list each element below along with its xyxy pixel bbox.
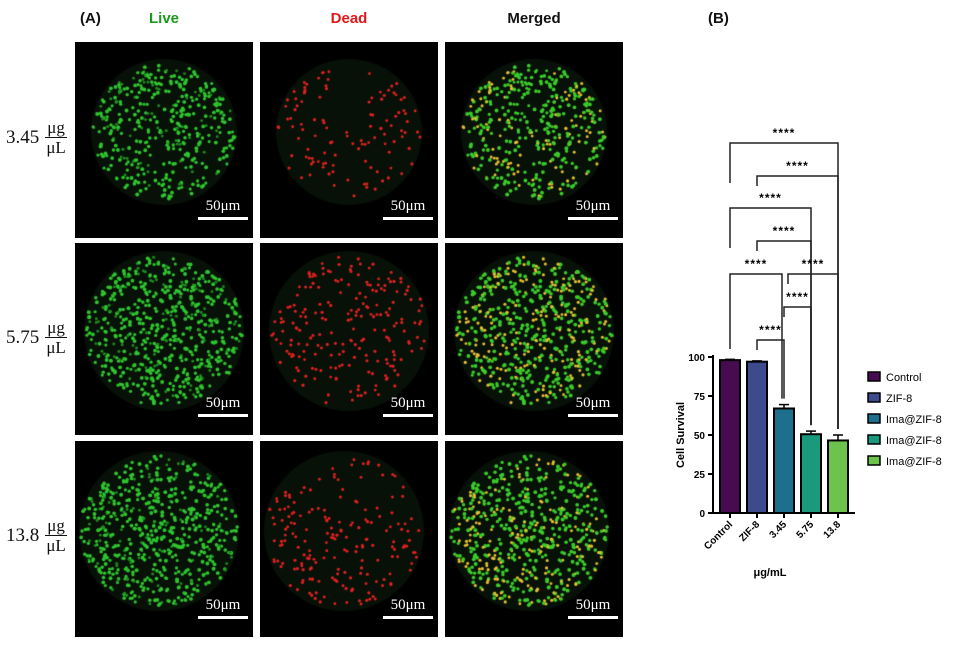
y-tick-label: 50 [694,431,706,442]
scale-bar-label: 50μm [390,395,426,411]
bar-13.8 [827,439,849,514]
legend-swatch [867,455,881,466]
legend-label: Ima@ZIF-8 [886,435,942,447]
concentration-value: 13.8 [6,524,40,546]
scale-bar: 50μm [568,597,618,619]
x-axis-label: μg/mL [753,567,786,579]
row-label-5-75: 5.75 μg μL [6,318,67,357]
panel-b-label: (B) [708,10,729,27]
y-tick-label: 0 [699,509,705,520]
column-header-dead: Dead [330,10,368,27]
scale-bar-label: 50μm [205,198,241,214]
scale-bar: 50μm [568,198,618,220]
y-axis-label: Cell Survival [675,402,687,468]
legend-label: ZIF-8 [886,393,912,405]
row-label-13-8: 13.8 μg μL [6,516,67,555]
significance-bracket [783,306,812,426]
scale-bar-line [568,616,618,619]
scale-bar-line [568,217,618,220]
scale-bar-label: 50μm [205,395,241,411]
micrograph-dead-row-3 [260,441,438,637]
panel-a-label: (A) [80,10,101,27]
bar-ZIF-8 [746,360,768,514]
significance-bracket [756,339,785,399]
scale-bar: 50μm [383,597,433,619]
micrograph-dead-row-2 [260,243,438,435]
micrograph-merged-row-3 [445,441,623,637]
micrograph-dead-row-1 [260,42,438,238]
scale-bar: 50μm [383,395,433,417]
legend-label: Control [886,372,921,384]
bar-5.75 [800,433,822,514]
micrograph-live-row-2 [75,243,253,435]
significance-label: **** [773,126,796,140]
x-tick-label: 13.8 [822,519,844,541]
legend-swatch [867,413,881,424]
scale-bar: 50μm [198,395,248,417]
scale-bar-label: 50μm [575,597,611,613]
scale-bar-line [383,414,433,417]
scale-bar-label: 50μm [390,597,426,613]
scale-bar-line [568,414,618,417]
column-header-merged: Merged [507,10,561,27]
scale-bar-label: 50μm [390,198,426,214]
unit-numerator: μg [45,516,67,536]
scale-bar-label: 50μm [575,395,611,411]
legend-label: Ima@ZIF-8 [886,414,942,426]
scale-bar: 50μm [383,198,433,220]
legend-swatch [867,371,881,382]
scale-bar: 50μm [198,597,248,619]
scale-bar-line [198,217,248,220]
legend-swatch [867,434,881,445]
bar-Control [719,359,741,514]
scale-bar: 50μm [568,395,618,417]
unit-numerator: μg [45,118,67,138]
micrograph-merged-row-1 [445,42,623,238]
scale-bar: 50μm [198,198,248,220]
row-label-3-45: 3.45 μg μL [6,118,67,157]
significance-label: **** [745,257,768,271]
significance-label: **** [759,191,782,205]
bar-3.45 [773,407,795,515]
y-tick-label: 25 [694,470,706,481]
legend-swatch [867,392,881,403]
micrograph-merged-row-2 [445,243,623,435]
concentration-value: 5.75 [6,326,40,348]
scale-bar-line [383,217,433,220]
x-tick-label: ZIF-8 [737,519,762,544]
unit-denominator: μL [46,338,66,357]
unit-denominator: μL [46,536,66,555]
unit-numerator: μg [45,318,67,338]
significance-label: **** [786,290,809,304]
unit-denominator: μL [46,138,66,157]
scale-bar-label: 50μm [575,198,611,214]
column-header-live: Live [148,10,179,27]
scale-bar-label: 50μm [205,597,241,613]
significance-bracket [787,273,839,429]
x-tick-label: 5.75 [795,519,817,541]
y-tick-label: 100 [688,353,705,364]
concentration-value: 3.45 [6,126,40,148]
x-tick-label: Control [702,519,735,552]
x-tick-label: 3.45 [768,519,790,541]
significance-label: **** [802,257,825,271]
legend-label: Ima@ZIF-8 [886,456,942,468]
micrograph-live-row-3 [75,441,253,637]
significance-bracket [729,273,783,399]
scale-bar-line [198,414,248,417]
significance-label: **** [773,224,796,238]
scale-bar-line [383,616,433,619]
y-tick-label: 75 [694,392,706,403]
micrograph-live-row-1 [75,42,253,238]
significance-label: **** [759,323,782,337]
scale-bar-line [198,616,248,619]
significance-label: **** [786,159,809,173]
